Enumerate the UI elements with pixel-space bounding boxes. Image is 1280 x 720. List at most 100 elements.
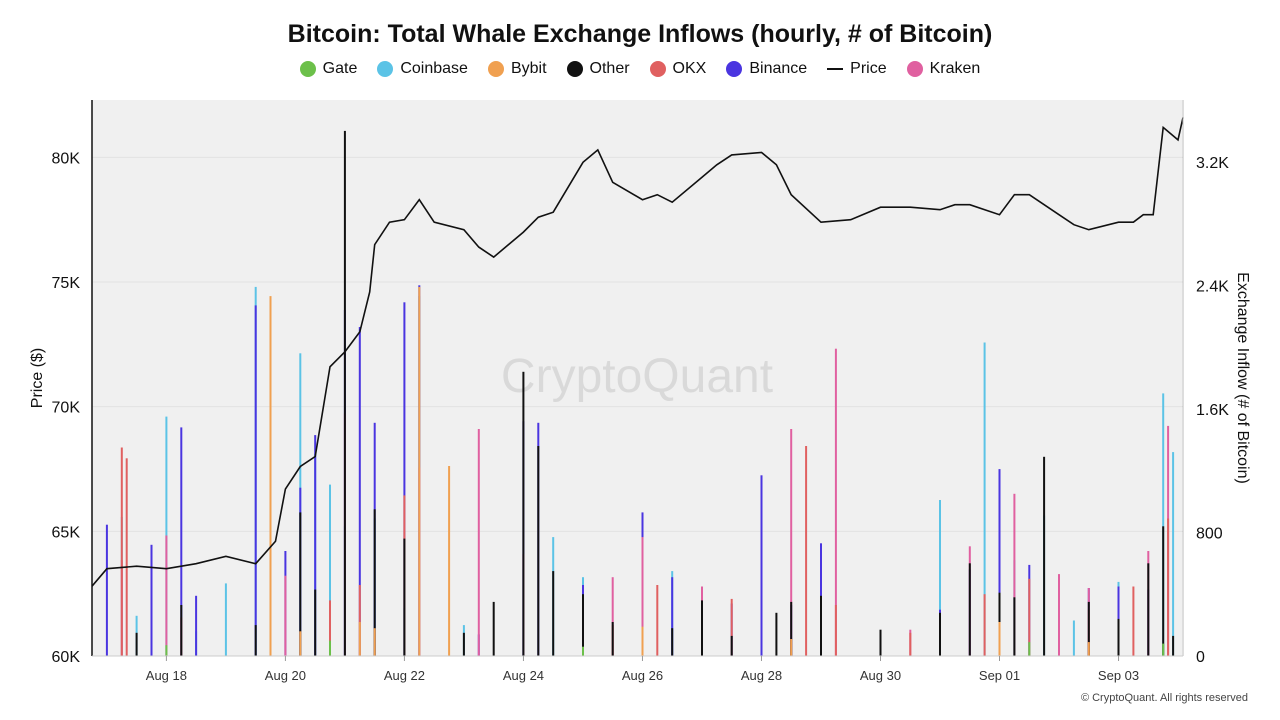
chart-legend: Gate Coinbase Bybit Other OKX Binance Pr… <box>0 60 1280 78</box>
inflow-bar-other <box>492 601 495 656</box>
inflow-bar-binance <box>998 469 1001 656</box>
inflow-bar-bybit <box>641 626 644 656</box>
y-tick-right-label: 800 <box>1196 525 1223 542</box>
inflow-bar-other <box>343 130 346 656</box>
inflow-bar-okx <box>1028 578 1031 656</box>
inflow-bar-other <box>820 595 822 656</box>
legend-item-kraken[interactable]: Kraken <box>906 60 981 78</box>
legend-item-coinbase[interactable]: Coinbase <box>377 60 468 78</box>
inflow-bar-kraken <box>641 537 644 656</box>
inflow-bar-other <box>135 632 138 656</box>
inflow-bar-okx <box>983 594 986 656</box>
inflow-bar-coinbase <box>1162 393 1165 656</box>
inflow-bar-other <box>373 509 376 656</box>
inflow-bar-other <box>299 512 302 656</box>
inflow-bar-okx <box>120 447 123 656</box>
x-tick-label: Aug 24 <box>503 668 544 683</box>
inflow-bar-other <box>701 600 703 656</box>
inflow-bar-coinbase <box>939 500 941 656</box>
inflow-bar-okx <box>1167 518 1170 656</box>
inflow-bar-other <box>671 628 674 656</box>
inflow-bar-binance <box>195 595 198 656</box>
inflow-bar-bybit <box>418 286 421 656</box>
inflow-bar-other <box>1117 618 1120 656</box>
inflow-bar-kraken <box>790 429 793 656</box>
legend-label-okx: OKX <box>672 60 707 77</box>
x-tick-label: Aug 20 <box>265 668 306 683</box>
legend-marker-binance <box>726 61 743 77</box>
inflow-bar-binance <box>760 475 763 656</box>
inflow-bar-binance <box>671 577 674 656</box>
x-tick-label: Aug 30 <box>860 668 901 683</box>
legend-label-coinbase: Coinbase <box>400 60 468 77</box>
inflow-bar-kraken <box>1058 574 1060 656</box>
legend-marker-coinbase <box>377 61 394 77</box>
inflow-bar-other <box>552 571 555 656</box>
inflow-bar-other <box>582 594 584 656</box>
inflow-bar-other <box>790 601 793 656</box>
y-tick-left-label: 65K <box>52 524 81 541</box>
inflow-bar-gate <box>1028 642 1031 656</box>
inflow-bar-gate <box>329 640 331 656</box>
inflow-bar-binance <box>358 327 361 656</box>
y-tick-right-label: 1.6K <box>1196 402 1229 419</box>
legend-item-price[interactable]: Price <box>827 60 887 78</box>
inflow-bar-binance <box>403 302 406 656</box>
inflow-bar-gate <box>165 645 168 656</box>
legend-item-gate[interactable]: Gate <box>299 60 358 78</box>
inflow-bar-other <box>1087 601 1090 656</box>
inflow-bar-other <box>1162 526 1165 656</box>
inflow-bar-coinbase <box>1072 620 1075 656</box>
legend-label-kraken: Kraken <box>929 60 981 77</box>
x-ticks: Aug 18 Aug 20 Aug 22 Aug 24 Aug 26 Aug 28 Aug … <box>146 656 1139 683</box>
inflow-bar-kraken <box>1013 493 1016 656</box>
inflow-bar-bybit <box>790 639 793 656</box>
inflow-bar-gate <box>582 646 584 656</box>
x-tick-label: Aug 22 <box>384 668 425 683</box>
legend-label-binance: Binance <box>749 60 808 77</box>
inflow-bar-okx <box>805 446 808 656</box>
inflow-bar-other <box>968 563 971 656</box>
inflow-bar-other <box>403 538 406 656</box>
legend-marker-okx <box>649 61 666 77</box>
legend-item-bybit[interactable]: Bybit <box>487 60 547 78</box>
inflow-bars <box>105 130 1175 656</box>
inflow-bar-other <box>180 605 183 656</box>
y-tick-right-label: 2.4K <box>1196 278 1229 295</box>
legend-marker-other <box>566 61 583 77</box>
inflow-bar-gate <box>1162 643 1165 656</box>
inflow-bar-binance <box>105 524 108 656</box>
inflow-bar-bybit <box>269 296 272 656</box>
inflow-bar-other <box>522 371 525 656</box>
inflow-bar-bybit <box>448 466 451 656</box>
y-tick-left-label: 70K <box>52 400 81 417</box>
x-tick-label: Sep 03 <box>1098 668 1139 683</box>
price-line <box>91 117 1184 587</box>
inflow-bar-okx <box>358 585 361 656</box>
inflow-bar-other <box>611 622 614 656</box>
legend-label-price: Price <box>850 60 887 77</box>
inflow-bar-bybit <box>299 631 302 656</box>
legend-item-binance[interactable]: Binance <box>726 60 807 78</box>
legend-label-bybit: Bybit <box>510 60 547 77</box>
x-tick-label: Aug 26 <box>622 668 663 683</box>
chart-title: Bitcoin: Total Whale Exchange Inflows (h… <box>287 20 993 48</box>
inflow-bar-coinbase <box>1172 452 1175 656</box>
y-ticks-right: 0 800 1.6K 2.4K 3.2K <box>1196 155 1229 666</box>
x-tick-label: Aug 18 <box>146 668 187 683</box>
y-tick-left-label: 80K <box>52 150 81 167</box>
inflow-bar-coinbase <box>224 583 227 656</box>
legend-item-other[interactable]: Other <box>566 60 630 78</box>
inflow-bar-kraken <box>284 575 287 656</box>
legend-item-okx[interactable]: OKX <box>649 60 707 78</box>
inflow-bar-bybit <box>1087 642 1090 656</box>
inflow-bar-coinbase <box>983 342 986 656</box>
legend-label-gate: Gate <box>322 60 358 77</box>
watermark: CryptoQuant <box>501 350 773 403</box>
inflow-bar-binance <box>254 305 257 656</box>
inflow-bar-binance <box>180 427 183 656</box>
y-tick-left-label: 60K <box>52 649 81 666</box>
legend-marker-bybit <box>487 61 504 77</box>
inflow-bar-bybit <box>373 628 376 656</box>
